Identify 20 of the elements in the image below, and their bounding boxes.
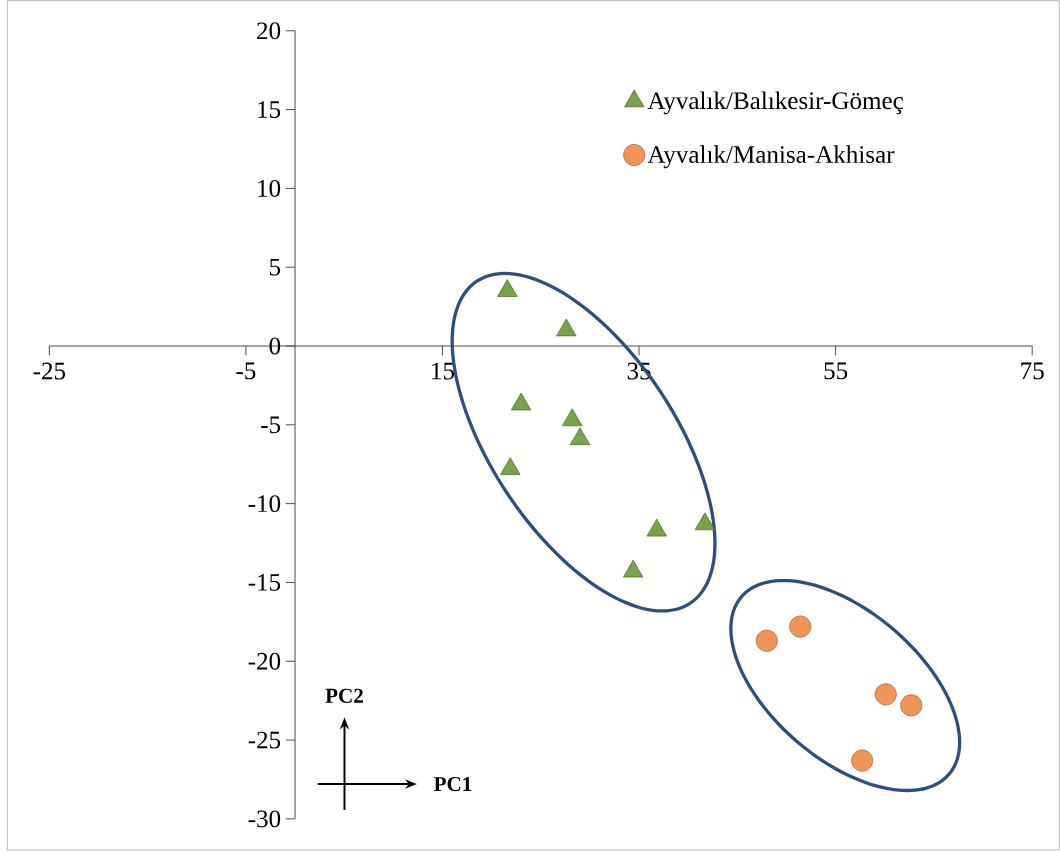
annotation: PC2 bbox=[325, 688, 363, 704]
x-tick-label: -5 bbox=[236, 362, 256, 380]
legend-label: Ayvalık/Manisa-Akhisar bbox=[647, 145, 895, 169]
y-tick-label: -30 bbox=[248, 810, 281, 828]
y-tick-label: -25 bbox=[248, 731, 281, 749]
x-tick-label: 55 bbox=[824, 362, 848, 380]
y-tick-label: 15 bbox=[258, 101, 281, 119]
y-tick-label: -15 bbox=[248, 574, 281, 592]
y-tick-label: 5 bbox=[270, 259, 281, 276]
y-tick-label: -5 bbox=[261, 416, 281, 434]
x-tick-label: -25 bbox=[33, 362, 66, 380]
y-tick-label: -20 bbox=[248, 652, 281, 670]
x-tick-label: 75 bbox=[1021, 362, 1044, 380]
y-tick-label: 20 bbox=[257, 22, 281, 40]
y-tick-label: 0 bbox=[269, 337, 281, 355]
y-tick-label: 10 bbox=[258, 180, 281, 198]
annotation: PC1 bbox=[433, 777, 472, 792]
y-tick-label: -10 bbox=[248, 495, 281, 513]
x-tick-label: 15 bbox=[432, 362, 455, 380]
legend-label: Ayvalık/Balıkesir-Gömeç bbox=[647, 91, 904, 115]
